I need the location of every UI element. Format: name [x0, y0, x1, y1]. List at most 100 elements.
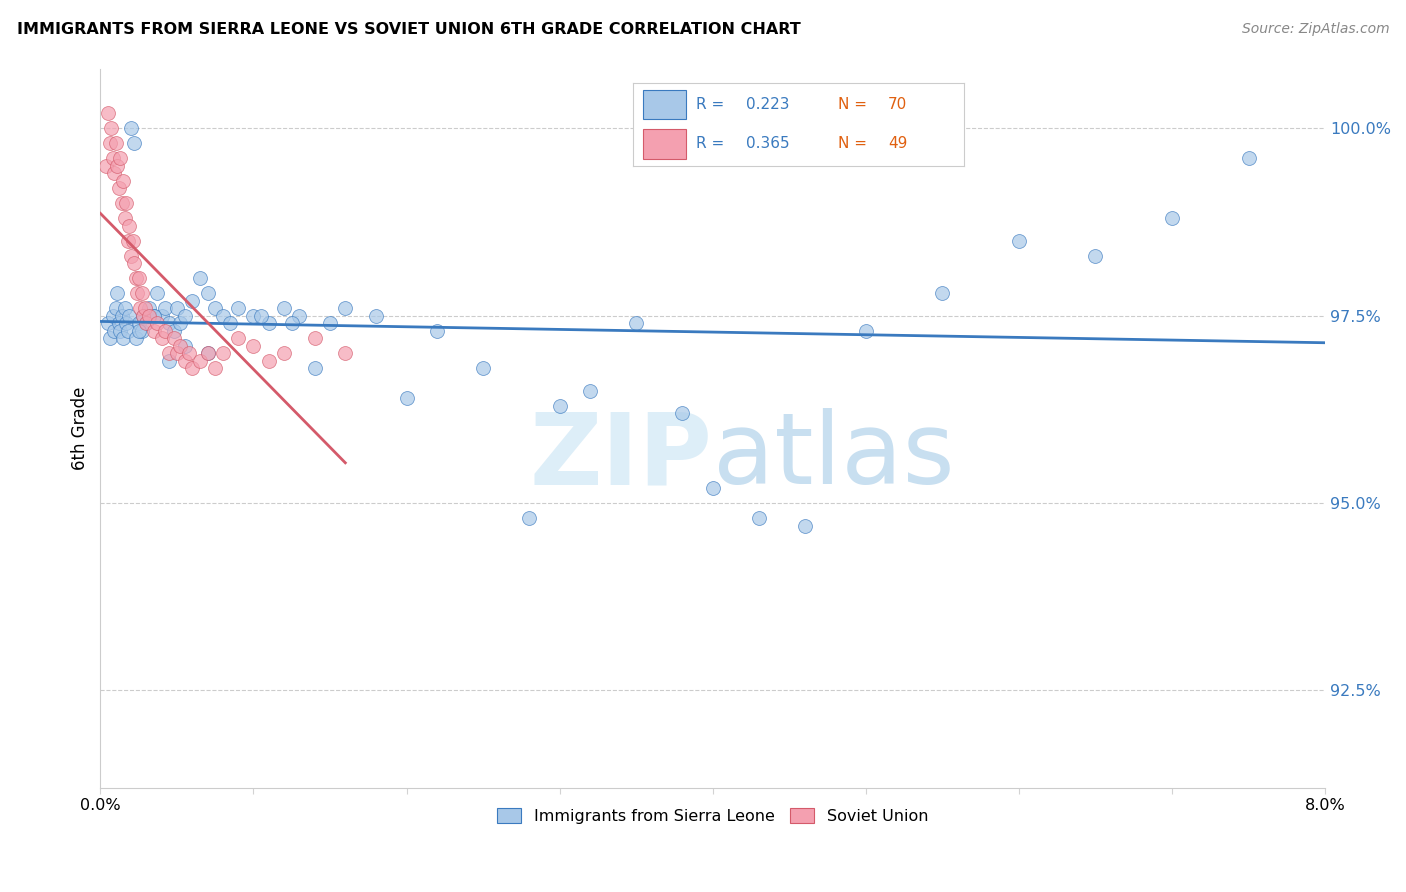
- Point: [1237, 152, 1260, 166]
- Point: [107, 316, 129, 330]
- Point: [97, 106, 120, 120]
- Point: [117, 234, 139, 248]
- Point: [197, 346, 219, 360]
- Point: [226, 331, 249, 345]
- Point: [124, 271, 146, 285]
- Point: [173, 339, 195, 353]
- Point: [548, 399, 571, 413]
- Point: [517, 511, 540, 525]
- Point: [335, 301, 357, 316]
- Point: [104, 301, 127, 316]
- Point: [579, 384, 602, 398]
- Point: [931, 286, 953, 301]
- Point: [138, 301, 160, 316]
- Point: [702, 481, 724, 495]
- Point: [103, 166, 125, 180]
- Point: [112, 331, 135, 345]
- Point: [127, 286, 149, 301]
- Point: [181, 293, 204, 308]
- Text: IMMIGRANTS FROM SIERRA LEONE VS SOVIET UNION 6TH GRADE CORRELATION CHART: IMMIGRANTS FROM SIERRA LEONE VS SOVIET U…: [17, 22, 800, 37]
- Point: [748, 511, 770, 525]
- Point: [157, 346, 180, 360]
- Point: [150, 309, 173, 323]
- Point: [1084, 249, 1107, 263]
- Point: [304, 331, 326, 345]
- Point: [124, 331, 146, 345]
- Point: [120, 249, 142, 263]
- Point: [98, 136, 121, 151]
- Point: [1008, 234, 1031, 248]
- Point: [142, 309, 165, 323]
- Point: [97, 316, 120, 330]
- Point: [114, 211, 136, 226]
- Point: [181, 361, 204, 376]
- Point: [107, 181, 129, 195]
- Point: [101, 309, 124, 323]
- Point: [98, 331, 121, 345]
- Point: [395, 391, 418, 405]
- Point: [105, 159, 128, 173]
- Point: [153, 324, 176, 338]
- Point: [157, 316, 180, 330]
- Point: [146, 316, 169, 330]
- Point: [135, 316, 157, 330]
- Point: [166, 346, 188, 360]
- Point: [166, 301, 188, 316]
- Point: [110, 324, 132, 338]
- Point: [110, 152, 132, 166]
- Point: [304, 361, 326, 376]
- Point: [624, 316, 647, 330]
- Point: [173, 309, 195, 323]
- Point: [115, 316, 138, 330]
- Point: [112, 174, 135, 188]
- Point: [1161, 211, 1184, 226]
- Point: [250, 309, 273, 323]
- Point: [157, 353, 180, 368]
- Point: [169, 316, 191, 330]
- Point: [242, 339, 264, 353]
- Point: [118, 309, 141, 323]
- Point: [111, 309, 134, 323]
- Point: [257, 316, 280, 330]
- Point: [131, 324, 153, 338]
- Point: [146, 286, 169, 301]
- Point: [114, 301, 136, 316]
- Point: [122, 256, 145, 270]
- Point: [153, 301, 176, 316]
- Text: ZIP: ZIP: [530, 409, 713, 506]
- Point: [671, 406, 693, 420]
- Point: [101, 152, 124, 166]
- Point: [197, 346, 219, 360]
- Point: [132, 309, 155, 323]
- Point: [120, 121, 142, 136]
- Point: [103, 324, 125, 338]
- Point: [204, 361, 226, 376]
- Point: [211, 309, 233, 323]
- Point: [288, 309, 311, 323]
- Point: [132, 309, 155, 323]
- Point: [211, 346, 233, 360]
- Point: [111, 196, 134, 211]
- Point: [115, 196, 138, 211]
- Point: [117, 324, 139, 338]
- Point: [169, 339, 191, 353]
- Point: [142, 324, 165, 338]
- Point: [204, 301, 226, 316]
- Point: [129, 301, 152, 316]
- Point: [163, 331, 186, 345]
- Point: [793, 518, 815, 533]
- Text: atlas: atlas: [713, 409, 955, 506]
- Point: [100, 121, 122, 136]
- Point: [472, 361, 495, 376]
- Point: [280, 316, 302, 330]
- Point: [128, 316, 150, 330]
- Point: [335, 346, 357, 360]
- Point: [188, 271, 211, 285]
- Point: [242, 309, 264, 323]
- Point: [226, 301, 249, 316]
- Point: [131, 286, 153, 301]
- Point: [179, 346, 201, 360]
- Text: Source: ZipAtlas.com: Source: ZipAtlas.com: [1241, 22, 1389, 37]
- Point: [138, 309, 160, 323]
- Point: [96, 159, 118, 173]
